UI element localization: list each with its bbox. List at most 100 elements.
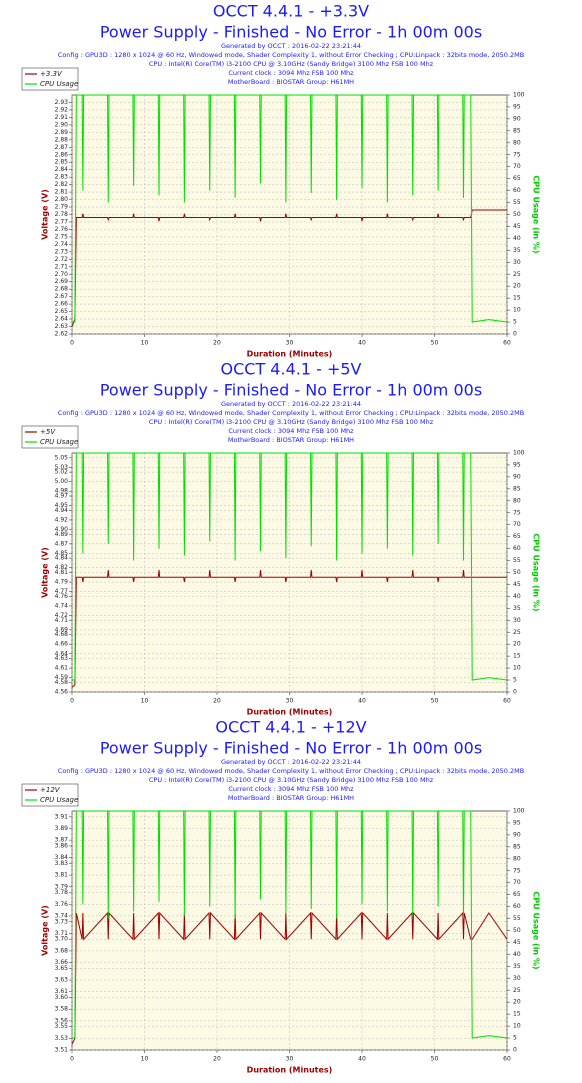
y-tick-label: 4.84: [55, 555, 69, 562]
y2-tick-label: 60: [513, 545, 521, 552]
y2-tick-label: 70: [513, 879, 521, 886]
y2-tick-label: 100: [513, 92, 525, 99]
x-tick-label: 50: [431, 698, 439, 705]
y-tick-label: 2.72: [55, 256, 69, 263]
chart-subtitle: Power Supply - Finished - No Error - 1h …: [100, 739, 482, 758]
legend-label: CPU Usage: [40, 796, 78, 804]
y-tick-label: 5.03: [55, 464, 69, 471]
y2-tick-label: 55: [513, 915, 521, 922]
y2-tick-label: 35: [513, 963, 521, 970]
y-tick-label: 5.00: [55, 478, 69, 485]
info-line: Current clock : 3094 Mhz FSB 100 Mhz: [228, 427, 354, 435]
y2-tick-label: 15: [513, 295, 521, 302]
x-tick-label: 60: [503, 340, 511, 347]
y-tick-label: 3.84: [55, 854, 69, 861]
y2-tick-label: 100: [513, 450, 525, 457]
y2-tick-label: 75: [513, 509, 521, 516]
y2-tick-label: 65: [513, 175, 521, 182]
x-tick-label: 40: [358, 340, 366, 347]
y2-tick-label: 90: [513, 831, 521, 838]
y-tick-label: 4.89: [55, 531, 69, 538]
y2-tick-label: 15: [513, 1011, 521, 1018]
y-tick-label: 2.75: [55, 233, 69, 240]
info-line: Generated by OCCT : 2016-02-22 23:21:44: [221, 758, 361, 766]
y-tick-label: 2.82: [55, 181, 69, 188]
y-tick-label: 2.74: [55, 241, 69, 248]
series-line: [71, 570, 507, 688]
y-tick-label: 4.69: [55, 626, 69, 633]
y-axis-label: Voltage (V): [41, 189, 50, 240]
y-tick-label: 4.79: [55, 579, 69, 586]
y-tick-label: 4.92: [55, 516, 69, 523]
y2-tick-label: 50: [513, 211, 521, 218]
y-tick-label: 2.63: [55, 323, 69, 330]
y2-tick-label: 10: [513, 307, 521, 314]
y2-tick-label: 65: [513, 533, 521, 540]
y-tick-label: 3.78: [55, 889, 69, 896]
y-tick-label: 3.71: [55, 930, 69, 937]
y2-tick-label: 10: [513, 1023, 521, 1030]
y-tick-label: 3.81: [55, 872, 69, 879]
y2-tick-label: 45: [513, 939, 521, 946]
y-tick-label: 2.73: [55, 248, 69, 255]
info-line: CPU : Intel(R) Core(TM) i3-2100 CPU @ 3.…: [149, 60, 434, 68]
series-line: [71, 911, 508, 1045]
chart: OCCT 4.4.1 - +3.3V Power Supply - Finishe…: [21, 2, 541, 359]
y-tick-label: 2.76: [55, 226, 69, 233]
y-tick-label: 2.66: [55, 301, 69, 308]
y-tick-label: 3.74: [55, 912, 69, 919]
y-tick-label: 2.91: [55, 114, 69, 121]
legend-label: +3.3V: [40, 70, 63, 78]
x-tick-label: 10: [141, 1056, 149, 1063]
y-tick-label: 4.59: [55, 674, 69, 681]
chart-subtitle: Power Supply - Finished - No Error - 1h …: [100, 23, 482, 42]
y2-tick-label: 90: [513, 473, 521, 480]
y-tick-label: 2.68: [55, 286, 69, 293]
y-tick-label: 2.70: [55, 271, 69, 278]
y-tick-label: 4.63: [55, 655, 69, 662]
y-tick-label: 3.79: [55, 883, 69, 890]
x-tick-label: 20: [213, 698, 221, 705]
y-tick-label: 2.77: [55, 218, 69, 225]
plot-area: [71, 810, 508, 1051]
y2-tick-label: 70: [513, 521, 521, 528]
info-line: MotherBoard : BIOSTAR Group: H61MH: [228, 78, 354, 86]
y2-tick-label: 25: [513, 271, 521, 278]
x-tick-label: 20: [213, 340, 221, 347]
series-line: [72, 452, 508, 681]
y2-tick-label: 45: [513, 223, 521, 230]
y2-tick-label: 15: [513, 653, 521, 660]
y2-tick-label: 25: [513, 629, 521, 636]
y-tick-label: 2.80: [55, 196, 69, 203]
y-tick-label: 4.76: [55, 593, 69, 600]
y-tick-label: 2.86: [55, 151, 69, 158]
y-tick-label: 2.67: [55, 293, 69, 300]
x-axis-label: Duration (Minutes): [247, 350, 333, 359]
y-tick-label: 2.71: [55, 263, 69, 270]
y-tick-label: 3.56: [55, 1017, 69, 1024]
x-tick-label: 20: [213, 1056, 221, 1063]
x-tick-label: 50: [431, 340, 439, 347]
y-tick-label: 3.91: [55, 813, 69, 820]
y-tick-label: 4.85: [55, 550, 69, 557]
y2-tick-label: 85: [513, 843, 521, 850]
x-tick-label: 40: [358, 698, 366, 705]
y2-axis-label: CPU Usage (in %): [532, 891, 541, 969]
y2-tick-label: 5: [513, 1035, 517, 1042]
y2-tick-label: 85: [513, 127, 521, 134]
y2-tick-label: 25: [513, 987, 521, 994]
y-tick-label: 3.63: [55, 977, 69, 984]
y2-tick-label: 80: [513, 855, 521, 862]
y2-tick-label: 95: [513, 461, 521, 468]
y-axis-label: Voltage (V): [41, 905, 50, 956]
x-tick-label: 0: [70, 340, 74, 347]
y-tick-label: 2.62: [55, 331, 69, 338]
y2-tick-label: 55: [513, 557, 521, 564]
y-tick-label: 2.64: [55, 316, 69, 323]
y-tick-label: 4.58: [55, 679, 69, 686]
y2-tick-label: 0: [513, 689, 517, 696]
y-tick-label: 2.93: [55, 99, 69, 106]
y2-tick-label: 100: [513, 808, 525, 815]
y2-tick-label: 0: [513, 331, 517, 338]
y-tick-label: 2.83: [55, 174, 69, 181]
